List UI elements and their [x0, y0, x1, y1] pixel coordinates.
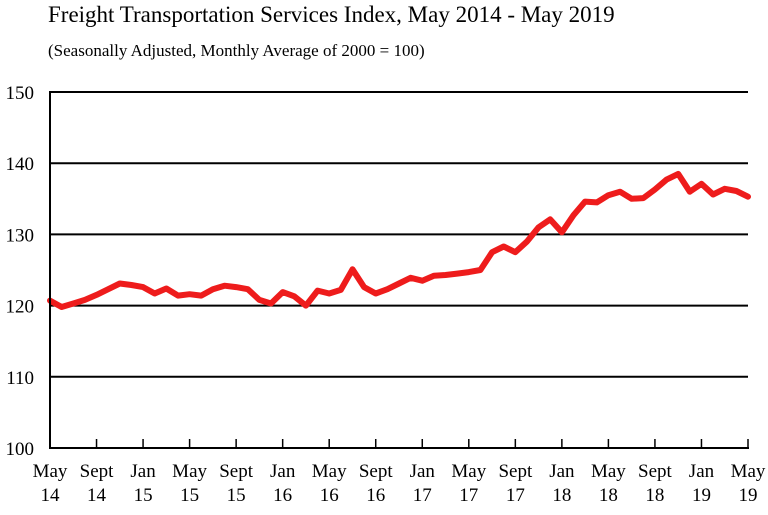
series-line: [47, 170, 751, 310]
x-tick-label-month: Jan: [689, 461, 715, 482]
x-tick-label-month: Jan: [549, 461, 575, 482]
x-tick-label-year: 15: [134, 485, 153, 506]
x-tick-label-month: Sept: [80, 461, 115, 482]
x-tick-label-year: 18: [599, 485, 618, 506]
x-tick-label-month: May: [591, 461, 626, 482]
grid-lines: [50, 91, 748, 378]
x-tick-label-year: 18: [645, 485, 664, 506]
x-tick-label-year: 15: [227, 485, 246, 506]
x-tick-label-month: May: [312, 461, 347, 482]
x-tick-label-year: 17: [506, 485, 525, 506]
y-tick-label: 110: [6, 368, 34, 389]
x-tick-label-year: 17: [459, 485, 478, 506]
x-tick-label-month: Sept: [638, 461, 673, 482]
x-tick-label-month: Jan: [410, 461, 436, 482]
y-axis-ticks: 100 110 120 130 140 150: [6, 83, 35, 460]
x-tick-label-month: May: [731, 461, 766, 482]
x-tick-label-month: Jan: [130, 461, 156, 482]
x-tick-label-year: 16: [273, 485, 292, 506]
x-tick-label-month: May: [33, 461, 68, 482]
x-tick-label-year: 19: [739, 485, 758, 506]
chart-subtitle: (Seasonally Adjusted, Monthly Average of…: [48, 41, 425, 60]
x-tick-label-year: 14: [41, 485, 61, 506]
chart-title: Freight Transportation Services Index, M…: [48, 2, 615, 27]
y-tick-label: 100: [6, 439, 35, 460]
x-tick-label-year: 15: [180, 485, 199, 506]
x-tick-label-year: 17: [413, 485, 432, 506]
x-tick-label-month: Jan: [270, 461, 296, 482]
x-axis-ticks: May 14 Sept 14 Jan 15 May 15 Sept 15 Jan 16 May 16 Sep…: [33, 439, 766, 506]
y-tick-label: 120: [6, 297, 35, 318]
x-tick-label-month: May: [451, 461, 486, 482]
series-layer: [47, 170, 751, 310]
x-tick-label-year: 19: [692, 485, 711, 506]
axes: [49, 91, 749, 449]
x-tick-label-month: Sept: [359, 461, 394, 482]
x-tick-label-year: 16: [366, 485, 385, 506]
y-tick-label: 150: [6, 83, 35, 104]
y-tick-label: 130: [6, 225, 35, 246]
x-tick-label-month: Sept: [498, 461, 533, 482]
x-tick-label-month: May: [172, 461, 207, 482]
x-tick-label-year: 18: [552, 485, 571, 506]
x-tick-label-year: 16: [320, 485, 339, 506]
y-tick-label: 140: [6, 154, 35, 175]
x-tick-label-month: Sept: [219, 461, 254, 482]
x-tick-label-year: 14: [87, 485, 107, 506]
